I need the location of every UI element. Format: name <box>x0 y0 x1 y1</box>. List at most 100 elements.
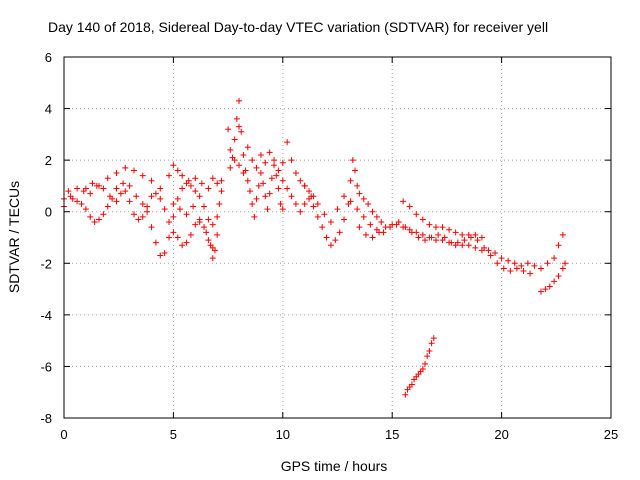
data-point <box>297 177 304 184</box>
data-point <box>546 283 553 290</box>
data-point <box>266 190 273 197</box>
data-point <box>170 200 177 207</box>
data-point <box>205 185 212 192</box>
series-arc-j <box>400 198 485 241</box>
data-point <box>152 190 159 197</box>
data-point <box>422 360 429 367</box>
data-point <box>126 198 133 205</box>
data-point <box>537 288 544 295</box>
data-point <box>402 224 409 231</box>
data-point <box>69 195 76 202</box>
data-point <box>104 175 111 182</box>
data-point <box>240 170 247 177</box>
data-point <box>214 213 221 220</box>
data-point <box>422 237 429 244</box>
data-point <box>246 188 253 195</box>
data-point <box>334 206 341 213</box>
data-point <box>225 126 232 133</box>
data-point <box>527 270 534 277</box>
data-point <box>82 206 89 213</box>
data-point <box>520 268 527 275</box>
data-point <box>419 231 426 238</box>
data-point <box>555 273 562 280</box>
data-point <box>297 208 304 215</box>
data-point <box>148 177 155 184</box>
data-point <box>236 123 243 130</box>
data-point <box>203 229 210 236</box>
data-point <box>347 198 354 205</box>
data-point <box>238 128 245 135</box>
data-point <box>314 213 321 220</box>
data-point <box>306 188 313 195</box>
data-point <box>249 157 256 164</box>
data-point <box>113 170 120 177</box>
data-point <box>157 195 164 202</box>
data-point <box>500 265 507 272</box>
data-point <box>308 193 315 200</box>
data-point <box>472 231 479 238</box>
data-point <box>253 195 260 202</box>
data-point <box>198 180 205 187</box>
data-point <box>428 234 435 241</box>
series-arc-d <box>170 188 225 262</box>
data-point <box>275 185 282 192</box>
data-point <box>332 237 339 244</box>
data-point <box>166 219 173 226</box>
data-point <box>485 247 492 254</box>
data-point <box>292 170 299 177</box>
data-point <box>190 203 197 210</box>
data-point <box>65 188 72 195</box>
series-arc-b <box>61 185 216 251</box>
data-point <box>327 219 334 226</box>
x-axis-label: GPS time / hours <box>281 458 388 474</box>
data-point <box>362 231 369 238</box>
data-point <box>135 216 142 223</box>
data-point <box>74 198 81 205</box>
data-point <box>369 234 376 241</box>
data-point <box>465 242 472 249</box>
data-point <box>78 200 85 207</box>
data-point <box>459 231 466 238</box>
data-point <box>148 193 155 200</box>
data-point <box>122 188 129 195</box>
data-point <box>218 188 225 195</box>
data-point <box>100 211 107 218</box>
data-point <box>347 177 354 184</box>
data-point <box>236 97 243 104</box>
data-point <box>87 213 94 220</box>
data-point <box>360 195 367 202</box>
data-point <box>91 219 98 226</box>
data-point <box>395 219 402 226</box>
data-point <box>126 182 133 189</box>
data-point <box>354 206 361 213</box>
data-point <box>104 203 111 210</box>
y-tick-label: -8 <box>40 411 52 426</box>
x-tick-label: 25 <box>604 427 618 442</box>
data-point <box>459 242 466 249</box>
data-point <box>284 139 291 146</box>
data-point <box>559 265 566 272</box>
data-point <box>87 190 94 197</box>
data-point <box>262 159 269 166</box>
data-point <box>170 162 177 169</box>
data-point <box>271 162 278 169</box>
data-point <box>187 182 194 189</box>
data-point <box>472 244 479 251</box>
data-point <box>478 234 485 241</box>
data-point <box>174 234 181 241</box>
data-point <box>271 157 278 164</box>
data-point <box>446 226 453 233</box>
data-point <box>352 167 359 174</box>
data-point <box>555 242 562 249</box>
data-point <box>144 203 151 210</box>
data-point <box>551 255 558 262</box>
data-point <box>192 175 199 182</box>
data-point <box>266 149 273 156</box>
data-point <box>419 216 426 223</box>
data-point <box>369 208 376 215</box>
data-point <box>214 180 221 187</box>
series-arc-f <box>225 126 317 200</box>
series-arc-i <box>356 219 534 277</box>
data-point <box>413 211 420 218</box>
